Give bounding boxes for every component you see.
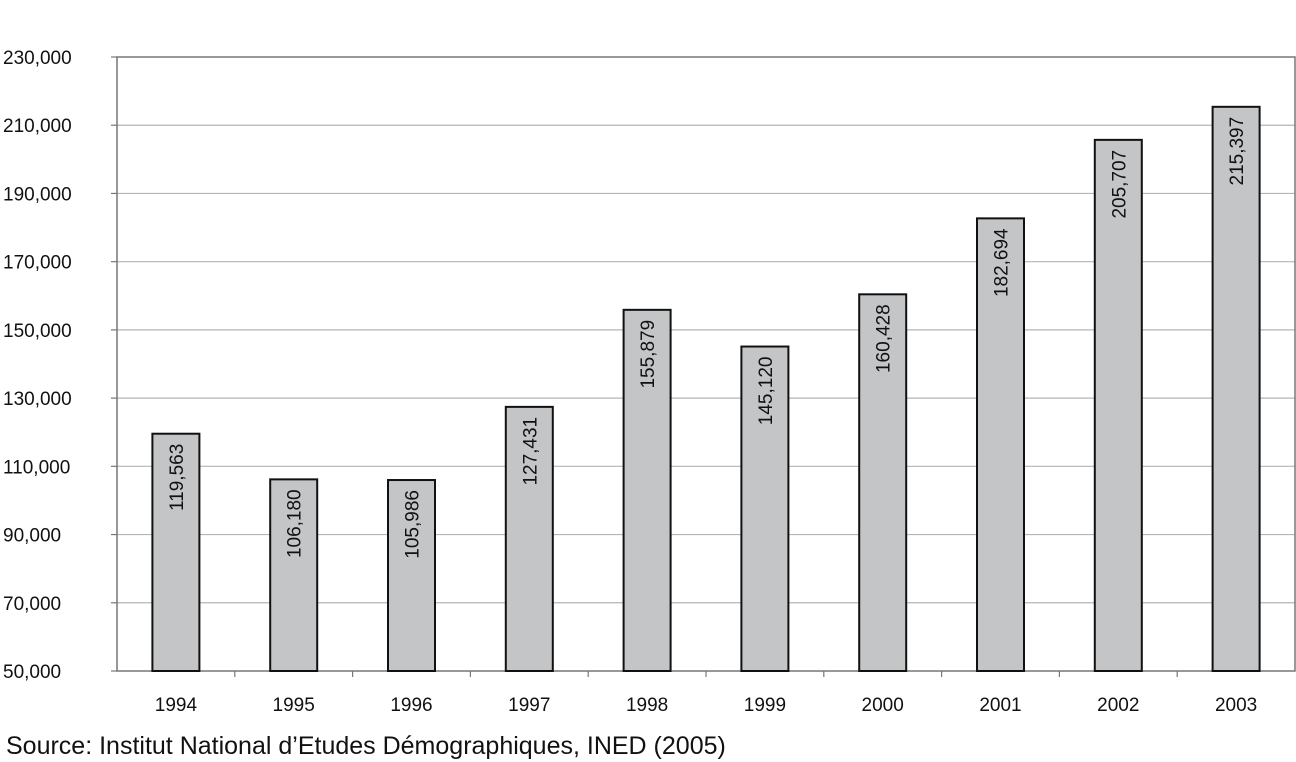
y-tick-label: 150,000 [3,321,72,342]
bar [622,308,672,672]
bar [151,432,201,673]
bar-value-label: 182,694 [992,228,1013,297]
bar-value-label: 205,707 [1109,150,1130,219]
y-tick-label: 190,000 [3,184,72,205]
x-tick-label: 1994 [155,695,198,716]
bar-value-label: 106,180 [285,489,306,558]
x-tick-label: 2003 [1215,695,1257,716]
bar [1211,105,1261,673]
bar-value-label: 215,397 [1227,117,1248,186]
bar [976,217,1025,672]
x-tick-label: 1997 [508,695,550,716]
y-axis-ticks: 50,000 70,000 90,000 110,000 130,000 150,000 1… [3,48,117,683]
bar-value-label: 127,431 [520,417,541,486]
y-tick-label: 130,000 [3,389,72,410]
x-tick-label: 2001 [979,695,1021,716]
y-tick-label: 230,000 [3,48,72,69]
bars: 119,563 106,180 105,986 127,431 155,879 145,1… [151,105,1261,673]
y-tick-label: 50,000 [3,662,61,683]
bar [858,293,908,672]
x-tick-label: 2000 [862,695,904,716]
bar-value-label: 119,563 [167,444,188,511]
source-note: Source: Institut National d’Etudes Démog… [6,732,726,760]
bar [1093,138,1143,672]
bar-value-label: 105,986 [403,490,424,559]
bar [387,479,436,673]
y-tick-label: 210,000 [3,116,72,137]
bar-value-label: 155,879 [638,320,659,389]
y-tick-label: 70,000 [3,594,61,615]
x-tick-label: 1999 [744,695,786,716]
y-tick-label: 170,000 [3,253,72,274]
y-tick-label: 110,000 [3,457,70,478]
bar-value-label: 160,428 [874,304,895,373]
x-axis-ticks: 1994 1995 1996 1997 1998 1999 2000 2001 2002 2003 [155,671,1257,716]
bar [504,405,554,672]
bar-value-label: 145,120 [756,357,777,426]
x-tick-label: 1995 [273,695,315,716]
bar [269,478,319,672]
bar [740,345,790,672]
x-tick-label: 2002 [1097,695,1139,716]
y-tick-label: 90,000 [3,526,61,547]
x-tick-label: 1998 [626,695,668,716]
x-tick-label: 1996 [390,695,432,716]
